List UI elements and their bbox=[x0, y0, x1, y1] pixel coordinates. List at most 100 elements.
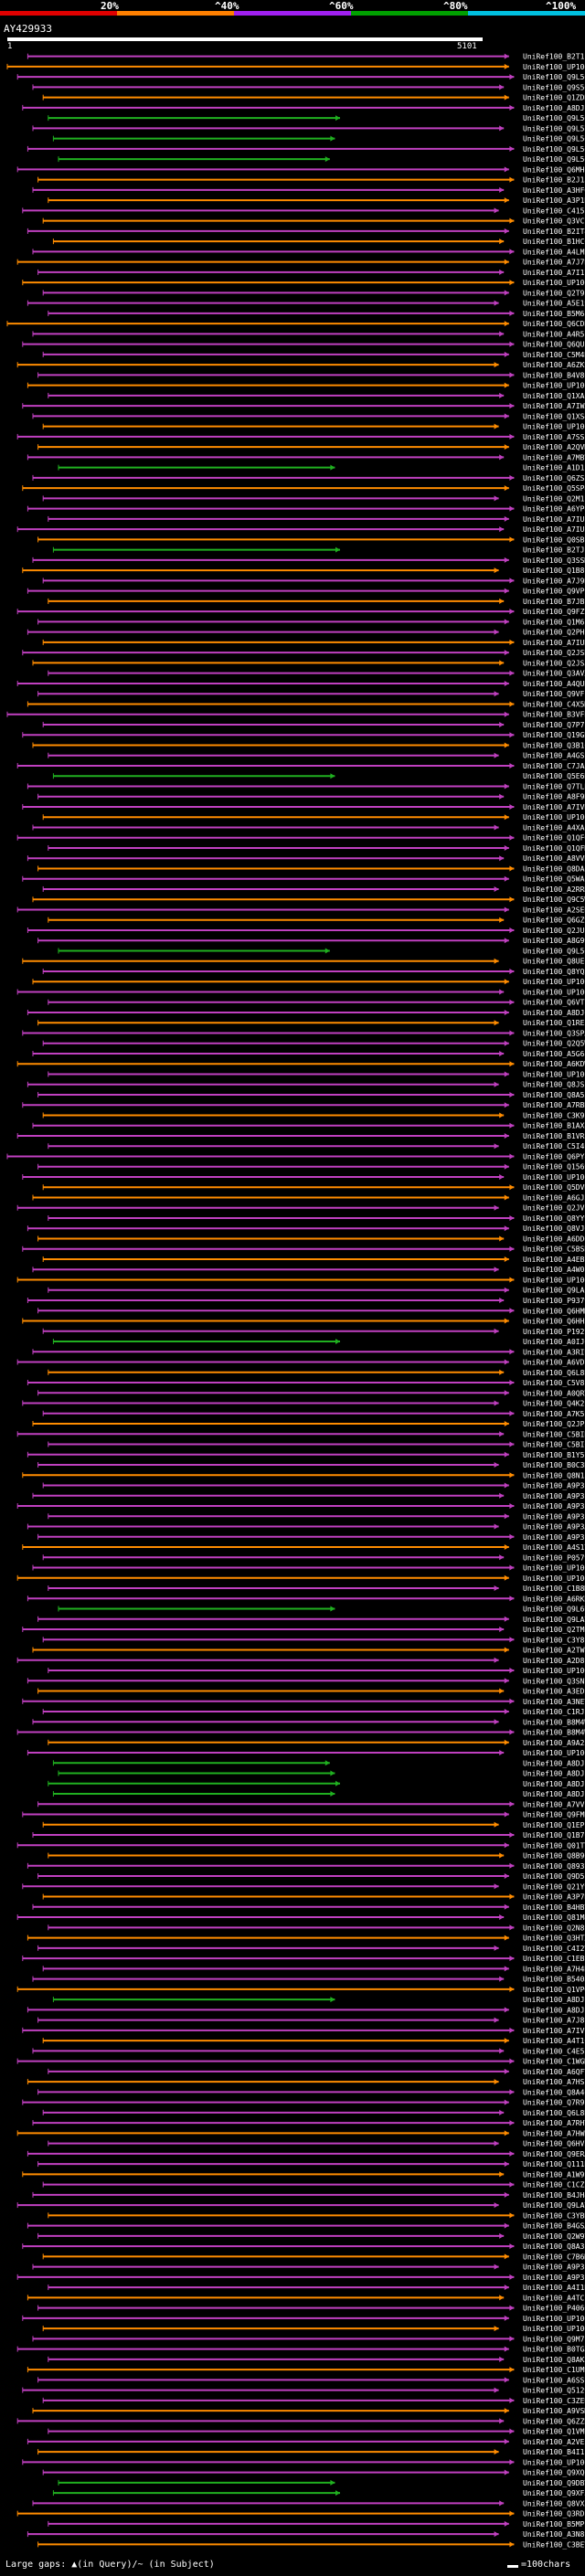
hit-label[interactable]: UniRef100_Q2JUL3 bbox=[523, 927, 585, 935]
hit-label[interactable]: UniRef100_A7J7R9 bbox=[523, 259, 585, 267]
hit-label[interactable]: UniRef100_A7H4H9 bbox=[523, 1965, 585, 1973]
hit-label[interactable]: UniRef100_Q8YY91 bbox=[523, 1214, 585, 1223]
hit-label[interactable]: UniRef100_UP1000... bbox=[523, 2315, 585, 2323]
hit-label[interactable]: UniRef100_A6VD71 bbox=[523, 1359, 585, 1367]
hit-label[interactable]: UniRef100_A4W015 bbox=[523, 1266, 585, 1274]
hit-label[interactable]: UniRef100_UP1000... bbox=[523, 382, 585, 390]
hit-label[interactable]: UniRef100_A6YP81 bbox=[523, 505, 585, 514]
hit-label[interactable]: UniRef100_A7MBV1 bbox=[523, 453, 585, 461]
hit-label[interactable]: UniRef100_A0QRT0 bbox=[523, 1389, 585, 1397]
hit-label[interactable]: UniRef100_UP1000... bbox=[523, 2325, 585, 2333]
hit-label[interactable]: UniRef100_A5E198 bbox=[523, 300, 585, 308]
hit-label[interactable]: UniRef100_C5I4C0 bbox=[523, 1142, 585, 1150]
hit-label[interactable]: UniRef100_Q2W9Y5 bbox=[523, 2232, 585, 2241]
hit-label[interactable]: UniRef100_A9P3B5 bbox=[523, 1512, 585, 1521]
hit-label[interactable]: UniRef100_A9P3B9 bbox=[523, 1482, 585, 1490]
hit-label[interactable]: UniRef100_Q9L563 bbox=[523, 114, 585, 122]
hit-label[interactable]: UniRef100_A4R5L4 bbox=[523, 330, 585, 338]
hit-label[interactable]: UniRef100_A2RRD3 bbox=[523, 885, 585, 894]
hit-label[interactable]: UniRef100_C4I2V6 bbox=[523, 1945, 585, 1953]
hit-label[interactable]: UniRef100_A8DJ25 bbox=[523, 1770, 585, 1778]
hit-label[interactable]: UniRef100_Q8A460 bbox=[523, 2088, 585, 2096]
hit-label[interactable]: UniRef100_A6ZK94 bbox=[523, 361, 585, 369]
hit-label[interactable]: UniRef100_Q9XFJ7 bbox=[523, 2489, 585, 2497]
hit-label[interactable]: UniRef100_A6RKN3 bbox=[523, 1595, 585, 1603]
hit-label[interactable]: UniRef100_Q8YQ58 bbox=[523, 968, 585, 976]
hit-label[interactable]: UniRef100_C3Y8Z5 bbox=[523, 1636, 585, 1644]
hit-label[interactable]: UniRef100_Q6L8K2 bbox=[523, 2109, 585, 2117]
hit-label[interactable]: UniRef100_A4LM22 bbox=[523, 248, 585, 256]
hit-label[interactable]: UniRef100_Q81M45 bbox=[523, 1913, 585, 1922]
hit-label[interactable]: UniRef100_P40602 bbox=[523, 2305, 585, 2313]
hit-label[interactable]: UniRef100_A6QFT3 bbox=[523, 2068, 585, 2076]
hit-label[interactable]: UniRef100_B0TGJ1 bbox=[523, 2346, 585, 2354]
hit-label[interactable]: UniRef100_Q2T9I8 bbox=[523, 289, 585, 297]
hit-label[interactable]: UniRef100_A9P3B6 bbox=[523, 2274, 585, 2282]
hit-label[interactable]: UniRef100_A3P1H6 bbox=[523, 196, 585, 205]
hit-label[interactable]: UniRef100_Q2TM64 bbox=[523, 1626, 585, 1634]
hit-label[interactable]: UniRef100_Q1B8E3 bbox=[523, 567, 585, 575]
hit-label[interactable]: UniRef100_A1W9S1 bbox=[523, 2170, 585, 2178]
hit-label[interactable]: UniRef100_B8M4W4 bbox=[523, 1718, 585, 1726]
hit-label[interactable]: UniRef100_C4E5Z0 bbox=[523, 2047, 585, 2055]
hit-label[interactable]: UniRef100_Q9L568 bbox=[523, 73, 585, 81]
hit-label[interactable]: UniRef100_A2TW83 bbox=[523, 1647, 585, 1655]
hit-label[interactable]: UniRef100_Q5SP41 bbox=[523, 484, 585, 493]
hit-label[interactable]: UniRef100_B7JBP1 bbox=[523, 598, 585, 606]
hit-label[interactable]: UniRef100_B3VFN0 bbox=[523, 711, 585, 719]
hit-label[interactable]: UniRef100_B2IT47 bbox=[523, 228, 585, 236]
hit-label[interactable]: UniRef100_A3P7H1 bbox=[523, 1893, 585, 1902]
hit-label[interactable]: UniRef100_A7IVK2 bbox=[523, 803, 585, 811]
hit-label[interactable]: UniRef100_A4QUN9 bbox=[523, 680, 585, 688]
hit-label[interactable]: UniRef100_Q6HV50 bbox=[523, 2140, 585, 2148]
hit-label[interactable]: UniRef100_Q6ZZR1 bbox=[523, 2417, 585, 2425]
hit-label[interactable]: UniRef100_UP1000... bbox=[523, 2458, 585, 2466]
hit-label[interactable]: UniRef100_B0C3K2 bbox=[523, 1461, 585, 1469]
hit-label[interactable]: UniRef100_A8DJ21 bbox=[523, 1996, 585, 2004]
hit-label[interactable]: UniRef100_Q3AVX9 bbox=[523, 670, 585, 678]
hit-label[interactable]: UniRef100_A7J8E9 bbox=[523, 2017, 585, 2025]
hit-label[interactable]: UniRef100_C5M4D7 bbox=[523, 351, 585, 359]
hit-label[interactable]: UniRef100_Q4K2B5 bbox=[523, 1400, 585, 1408]
hit-label[interactable]: UniRef100_A4S1Y9 bbox=[523, 1543, 585, 1552]
hit-label[interactable]: UniRef100_Q1XAZ8 bbox=[523, 392, 585, 400]
hit-label[interactable]: UniRef100_Q2PHZ7 bbox=[523, 629, 585, 637]
hit-label[interactable]: UniRef100_Q7R916 bbox=[523, 2099, 585, 2107]
hit-label[interactable]: UniRef100_A4TCF8 bbox=[523, 2294, 585, 2302]
hit-label[interactable]: UniRef100_A4EB70 bbox=[523, 1256, 585, 1264]
hit-label[interactable]: UniRef100_C7JA34 bbox=[523, 762, 585, 770]
hit-label[interactable]: UniRef100_Q5E6N3 bbox=[523, 772, 585, 780]
hit-label[interactable]: UniRef100_A8DJ14 bbox=[523, 1790, 585, 1798]
hit-label[interactable]: UniRef100_C1B8M0 bbox=[523, 1585, 585, 1593]
hit-label[interactable]: UniRef100_A2D8B9 bbox=[523, 1657, 585, 1665]
hit-label[interactable]: UniRef100_Q1QFQ9 bbox=[523, 834, 585, 843]
hit-label[interactable]: UniRef100_B1HC61 bbox=[523, 238, 585, 246]
hit-label[interactable]: UniRef100_Q6MH18 bbox=[523, 165, 585, 174]
hit-label[interactable]: UniRef100_Q6ZS22 bbox=[523, 474, 585, 482]
hit-label[interactable]: UniRef100_C1RJ23 bbox=[523, 1708, 585, 1716]
hit-label[interactable]: UniRef100_Q21Y91 bbox=[523, 1882, 585, 1891]
hit-label[interactable]: UniRef100_A7VVZ5 bbox=[523, 1800, 585, 1808]
hit-label[interactable]: UniRef100_A6GJ38 bbox=[523, 1193, 585, 1202]
hit-label[interactable]: UniRef100_Q9ERA1 bbox=[523, 2150, 585, 2158]
hit-label[interactable]: UniRef100_Q9L6U2 bbox=[523, 1606, 585, 1614]
hit-label[interactable]: UniRef100_B5M684 bbox=[523, 310, 585, 318]
hit-label[interactable]: UniRef100_Q1QFM7 bbox=[523, 844, 585, 853]
hit-label[interactable]: UniRef100_Q1VPQ8 bbox=[523, 1986, 585, 1994]
hit-label[interactable]: UniRef100_Q2JSH5 bbox=[523, 649, 585, 657]
hit-label[interactable]: UniRef100_A7K5S5 bbox=[523, 1410, 585, 1418]
hit-label[interactable]: UniRef100_B4HBY4 bbox=[523, 1903, 585, 1912]
hit-label[interactable]: UniRef100_Q1VMC8 bbox=[523, 2428, 585, 2436]
hit-label[interactable]: UniRef100_A4XAZ1 bbox=[523, 823, 585, 832]
hit-label[interactable]: UniRef100_A8DJ19 bbox=[523, 1780, 585, 1788]
hit-label[interactable]: UniRef100_Q0SBZ6 bbox=[523, 535, 585, 544]
hit-label[interactable]: UniRef100_UP1000... bbox=[523, 988, 585, 996]
hit-label[interactable]: UniRef100_A7I179 bbox=[523, 269, 585, 277]
hit-label[interactable]: UniRef100_UP1000... bbox=[523, 63, 585, 71]
hit-label[interactable]: UniRef100_B5MPP5 bbox=[523, 2520, 585, 2528]
hit-label[interactable]: UniRef100_A2SEN0 bbox=[523, 906, 585, 914]
hit-label[interactable]: UniRef100_Q1ZDK8 bbox=[523, 94, 585, 102]
hit-label[interactable]: UniRef100_A8F9D3 bbox=[523, 793, 585, 801]
hit-label[interactable]: UniRef100_UP1000... bbox=[523, 1173, 585, 1182]
hit-label[interactable]: UniRef100_A6SSE8 bbox=[523, 2376, 585, 2384]
